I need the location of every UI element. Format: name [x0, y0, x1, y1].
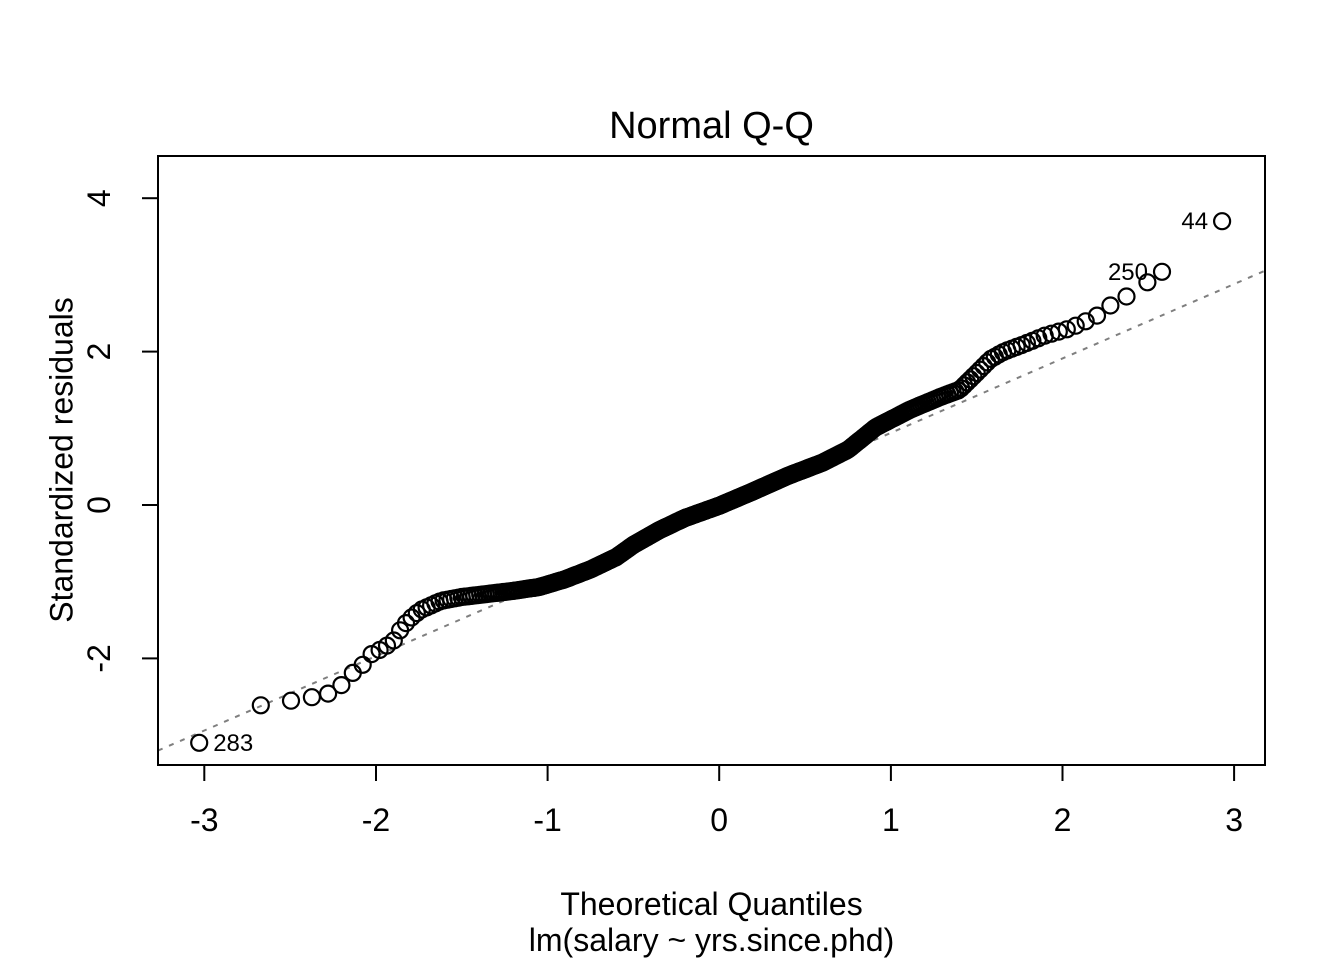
data-point: [343, 663, 362, 683]
data-point: [281, 691, 301, 710]
model-caption: lm(salary ~ yrs.since.phd): [528, 922, 895, 958]
data-point: [396, 613, 416, 633]
data-point: [407, 603, 426, 623]
outlier-label-44: 44: [1181, 208, 1208, 235]
data-point: [1087, 306, 1107, 325]
data-point: [961, 370, 980, 389]
data-point: [1057, 320, 1076, 339]
outlier-point-250: [1152, 262, 1172, 281]
data-point: [302, 688, 321, 707]
x-tick-label: -1: [533, 802, 561, 838]
outlier-label-283: 283: [213, 730, 253, 757]
x-axis-label: Theoretical Quantiles: [560, 886, 863, 922]
chart-title: Normal Q-Q: [609, 105, 814, 147]
x-tick-label: 0: [710, 802, 728, 838]
outlier-point-283: [190, 733, 209, 752]
data-point: [1138, 273, 1157, 292]
y-tick-label: 4: [81, 189, 117, 207]
data-point: [1101, 296, 1120, 315]
data-point: [957, 373, 977, 392]
outlier-label-250: 250: [1108, 259, 1148, 286]
outlier-point-44: [1212, 212, 1232, 231]
data-point: [1117, 287, 1136, 306]
x-tick-label: 2: [1054, 802, 1072, 838]
x-tick-label: -3: [190, 802, 218, 838]
data-point: [1049, 322, 1068, 341]
data-point: [251, 696, 270, 715]
data-point: [954, 376, 974, 395]
data-point: [384, 631, 403, 650]
data-point: [1066, 316, 1085, 335]
y-tick-label: 2: [81, 343, 117, 361]
x-tick-label: 3: [1225, 802, 1243, 838]
x-tick-label: 1: [882, 802, 900, 838]
data-point: [332, 675, 351, 695]
y-tick-label: 0: [81, 496, 117, 514]
y-tick-label: -2: [81, 644, 117, 672]
data-point: [319, 684, 338, 703]
data-point: [1076, 312, 1095, 331]
data-point: [964, 367, 983, 386]
plot-frame: [157, 155, 1266, 766]
x-tick-label: -2: [362, 802, 390, 838]
data-point: [353, 655, 372, 674]
